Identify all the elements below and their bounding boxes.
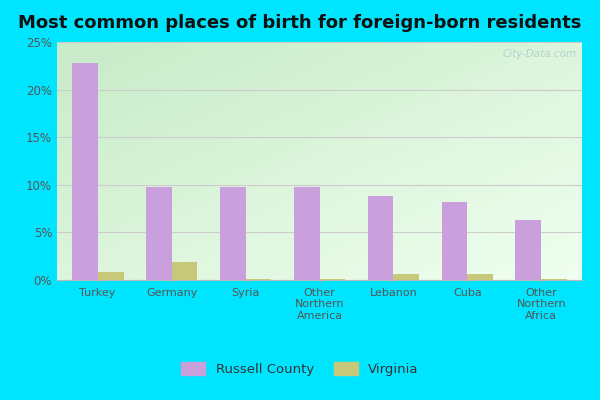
Text: City-Data.com: City-Data.com (503, 49, 577, 59)
Bar (146, 187, 172, 280)
Bar (98, 272, 124, 280)
Bar (172, 262, 197, 280)
Bar (515, 220, 541, 280)
Bar (320, 279, 346, 280)
Bar (245, 279, 271, 280)
Bar (72, 63, 98, 280)
Bar (368, 196, 394, 280)
Bar (541, 279, 567, 280)
Text: Most common places of birth for foreign-born residents: Most common places of birth for foreign-… (19, 14, 581, 32)
Bar (293, 187, 320, 280)
Bar (467, 274, 493, 280)
Legend: Russell County, Virginia: Russell County, Virginia (176, 357, 424, 382)
Bar (394, 274, 419, 280)
Bar (442, 202, 467, 280)
Bar (220, 187, 245, 280)
